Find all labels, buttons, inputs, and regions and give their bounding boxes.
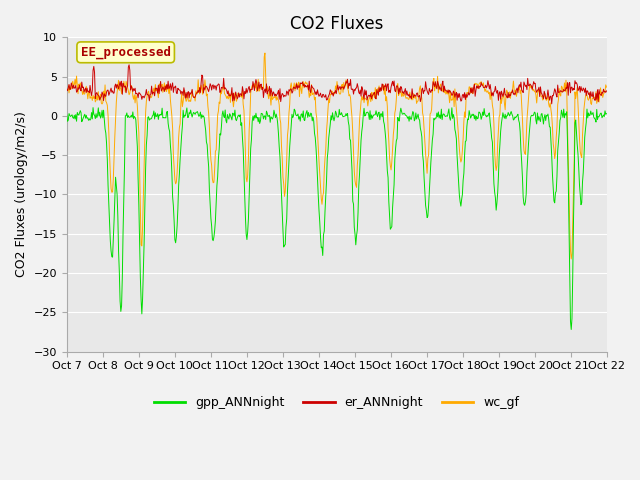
Title: CO2 Fluxes: CO2 Fluxes (290, 15, 383, 33)
Legend: gpp_ANNnight, er_ANNnight, wc_gf: gpp_ANNnight, er_ANNnight, wc_gf (149, 391, 524, 414)
Text: EE_processed: EE_processed (81, 46, 171, 59)
Y-axis label: CO2 Fluxes (urology/m2/s): CO2 Fluxes (urology/m2/s) (15, 111, 28, 277)
